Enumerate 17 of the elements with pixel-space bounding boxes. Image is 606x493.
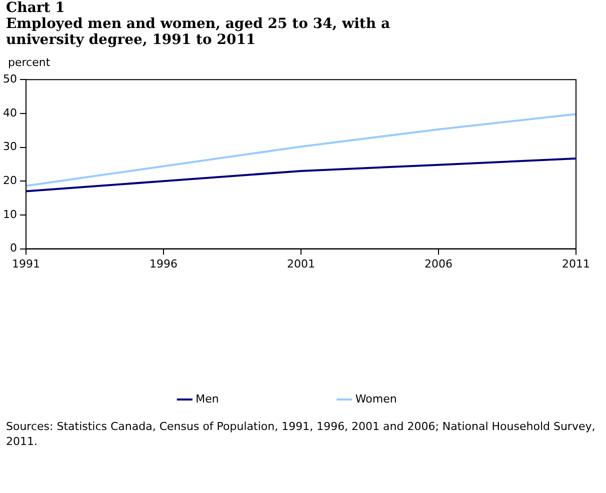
y-tick-label: 20	[2, 174, 17, 187]
x-tick-label: 1996	[150, 257, 178, 270]
y-tick-label: 40	[2, 106, 17, 120]
x-tick-label: 2011	[562, 257, 590, 270]
x-tick-label: 1991	[12, 257, 40, 270]
source-note: Sources: Statistics Canada, Census of Population, 1991, 1996, 2001 and 2006; National Household Survey, 2011.	[6, 419, 596, 449]
legend-label: Men	[196, 392, 219, 406]
y-axis-title: percent	[8, 56, 52, 70]
x-tick-label: 2006	[424, 257, 452, 270]
chart-subtitle: Employed men and women, aged 25 to 34, with a university degree, 1991 to 2011	[6, 16, 392, 48]
y-tick-label: 30	[2, 140, 17, 154]
chart-title: Chart 1	[6, 0, 66, 16]
y-tick-label: 50	[2, 72, 17, 86]
legend-label: Women	[355, 392, 397, 406]
y-tick-label: 0	[10, 242, 17, 255]
y-tick-label: 10	[2, 208, 17, 221]
x-tick-label: 2001	[287, 257, 315, 270]
